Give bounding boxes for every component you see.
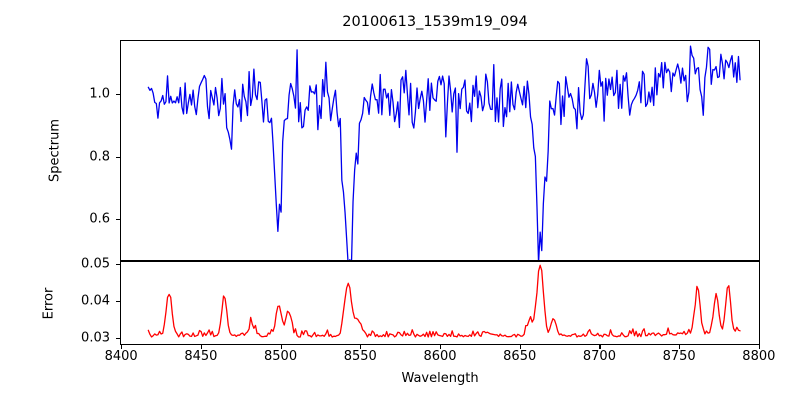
tick-mark-error-y [116, 264, 120, 266]
spectrum-panel [120, 40, 760, 261]
wavelength-tick-label: 8600 [423, 349, 457, 364]
tick-mark-error-y [116, 338, 120, 340]
wavelength-tick-label: 8800 [742, 349, 776, 364]
error-panel [120, 261, 760, 345]
tick-mark-error-y [116, 301, 120, 303]
wavelength-tick-label: 8550 [343, 349, 377, 364]
spectrum-y-tick-label: 1.0 [89, 86, 110, 102]
error-y-tick-label: 0.03 [81, 330, 110, 346]
tick-mark-x [599, 345, 601, 349]
x-axis-label: Wavelength [401, 371, 479, 386]
tick-mark-spectrum-y [116, 94, 120, 96]
spectrum-y-tick-label: 0.6 [89, 211, 110, 227]
spectrum-line-series [147, 45, 741, 260]
tick-mark-spectrum-y [116, 156, 120, 158]
wavelength-tick-label: 8750 [662, 349, 696, 364]
error-line-series [147, 264, 741, 338]
wavelength-tick-label: 8400 [104, 349, 138, 364]
tick-mark-x [758, 345, 760, 349]
page-title: 20100613_1539m19_094 [342, 14, 528, 30]
error-y-tick-label: 0.04 [81, 293, 110, 309]
tick-mark-spectrum-y [116, 219, 120, 221]
tick-mark-x [679, 345, 681, 349]
tick-mark-x [200, 345, 202, 349]
tick-mark-x [280, 345, 282, 349]
spectrum-y-tick-label: 0.8 [89, 149, 110, 165]
tick-mark-x [121, 345, 123, 349]
wavelength-tick-label: 8500 [264, 349, 298, 364]
wavelength-tick-label: 8450 [184, 349, 218, 364]
wavelength-tick-label: 8700 [582, 349, 616, 364]
tick-mark-x [440, 345, 442, 349]
error-y-tick-label: 0.05 [81, 256, 110, 272]
tick-mark-x [519, 345, 521, 349]
tick-mark-x [360, 345, 362, 349]
wavelength-tick-label: 8650 [503, 349, 537, 364]
